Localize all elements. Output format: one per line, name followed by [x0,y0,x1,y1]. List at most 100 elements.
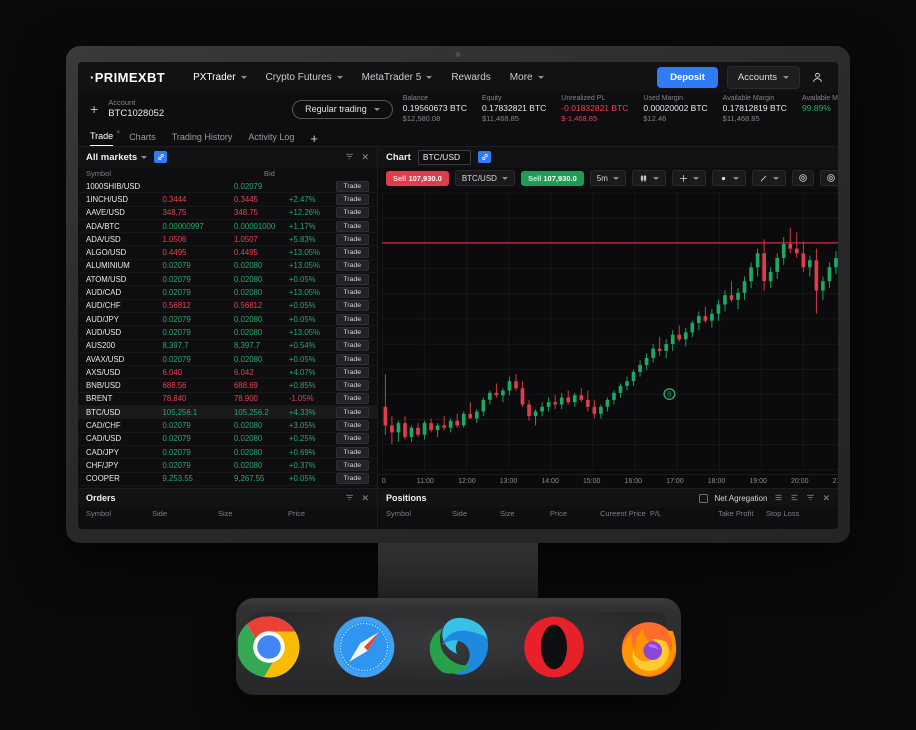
market-row[interactable]: AXS/USD 6.040 6.042 +4.07% Trade [78,366,377,380]
market-trade-button[interactable]: Trade [335,433,370,445]
market-row[interactable]: CAD/JPY 0.02079 0.02080 +0.69% Trade [78,446,377,460]
tab-charts[interactable]: Charts [129,132,156,146]
opera-icon[interactable] [523,616,585,678]
firefox-icon[interactable] [618,616,680,678]
user-profile-icon[interactable] [809,69,826,86]
market-trade-button[interactable]: Trade [335,473,370,485]
market-row[interactable]: AUD/JPY 0.02079 0.02080 +0.05% Trade [78,313,377,327]
close-icon[interactable]: ✕ [361,151,369,162]
market-row[interactable]: CAD/USD 0.02079 0.02080 +0.25% Trade [78,433,377,446]
chart-symbol-select[interactable]: BTC/USD [454,170,515,186]
market-row[interactable]: AUD/CAD 0.02079 0.02080 +13.05% Trade [78,286,377,300]
market-trade-button[interactable]: Trade [335,459,370,471]
candlestick-chart[interactable]: B [378,189,838,474]
sell-button-red[interactable]: Sell 107,930.0 [386,170,449,186]
time-tick-label: 0 [381,478,386,485]
account-info[interactable]: Account BTC1028052 [108,98,164,119]
market-trade-button[interactable]: Trade [335,313,370,325]
market-trade-button[interactable]: Trade [335,366,370,378]
market-row[interactable]: AUD/USD 0.02079 0.02080 +13.05% Trade [78,326,377,340]
market-row[interactable]: ADA/BTC 0.00000997 0.00001000 +1.17% Trade [78,220,377,234]
market-row[interactable]: ALGO/USD 0.4495 0.4495 +13.05% Trade [78,246,377,260]
market-row[interactable]: BNB/USD 688.56 688.69 +0.85% Trade [78,379,377,393]
market-trade-button[interactable]: Trade [335,233,370,245]
compact-view-icon[interactable] [790,493,799,504]
close-icon[interactable]: ✕ [822,492,830,503]
market-trade-button[interactable]: Trade [335,393,370,405]
market-trade-button[interactable]: Trade [335,326,370,338]
positions-col-pl: P/L [650,509,662,518]
market-trade-button[interactable]: Trade [335,180,370,192]
trading-mode-dropdown[interactable]: Regular trading [292,99,393,119]
chart-type-select[interactable] [631,170,666,186]
brand-logo[interactable]: ·PRIMEXBT [90,69,166,85]
market-trade-button[interactable]: Trade [335,287,370,299]
market-trade-button[interactable]: Trade [335,353,370,365]
market-row[interactable]: 1000SHIB/USD 0.02079 Trade [78,180,377,194]
link-icon[interactable] [478,151,492,163]
stat-used-margin: Used Margin 0.00020002 BTC $12.46 [643,94,707,124]
main-nav: PXTrader Crypto Futures MetaTrader 5 [193,72,544,83]
market-row[interactable]: BTC/USD 105,256.1 105,256.2 +4.33% Trade [78,406,377,420]
markets-list[interactable]: 1000SHIB/USD 0.02079 Trade 1INCH/USD 0.3444 0… [78,180,377,488]
market-row[interactable]: COOPER 9,253.55 9,267.55 +0.05% Trade [78,473,377,486]
market-row[interactable]: CHF/JPY 0.02079 0.02080 +0.37% Trade [78,459,377,473]
markets-filter-dropdown[interactable]: All markets [86,152,148,163]
market-row[interactable]: AAVE/USD 348.75 348.75 +12.26% Trade [78,207,377,220]
market-trade-button[interactable]: Trade [335,406,370,418]
add-tab-button[interactable]: + [310,131,319,146]
market-trade-button[interactable]: Trade [335,446,370,458]
market-row[interactable]: BRENT 78.840 78.900 -1.05% Trade [78,393,377,407]
market-trade-button[interactable]: Trade [335,340,370,352]
chart-settings-button[interactable] [791,170,814,186]
market-row[interactable]: ADA/USD 1.0506 1.0507 +5.83% Trade [78,233,377,247]
add-account-button[interactable]: + [90,101,99,117]
link-icon[interactable] [154,151,168,163]
tab-trade[interactable]: Trade × [90,129,120,146]
sell-button-green[interactable]: Sell 107,930.0 [520,170,584,186]
market-row[interactable]: AVAX/USD 0.02079 0.02080 +0.05% Trade [78,353,377,367]
market-row[interactable]: CAD/CHF 0.02079 0.02080 +3.05% Trade [78,419,377,433]
close-icon[interactable]: ✕ [361,492,369,503]
market-row[interactable]: AUS200 8,397.7 8,397.7 +0.54% Trade [78,340,377,353]
nav-item-crypto-futures[interactable]: Crypto Futures [266,72,343,83]
timeframe-select[interactable]: 5m [589,170,626,186]
net-aggregation-checkbox[interactable] [698,493,708,503]
market-row[interactable]: AUD/CHF 0.56812 0.56812 +0.05% Trade [78,300,377,313]
market-trade-button[interactable]: Trade [335,380,370,392]
market-ask: 0.4495 [162,248,187,258]
market-symbol: AXS/USD [86,367,121,377]
list-view-icon[interactable] [774,493,783,504]
market-trade-button[interactable]: Trade [335,260,370,272]
market-row[interactable]: 1INCH/USD 0.3444 0.3445 +2.47% Trade [78,193,377,207]
indicator-select[interactable] [711,170,746,186]
chart-symbol-input[interactable]: BTC/USD [417,149,472,165]
deposit-button[interactable]: Deposit [657,66,718,88]
market-trade-button[interactable]: Trade [335,220,370,232]
crosshair-select[interactable] [671,170,706,186]
market-trade-button[interactable]: Trade [335,247,370,259]
chart-options-button[interactable] [819,170,838,186]
nav-item-pxtrader[interactable]: PXTrader [193,72,247,83]
filter-icon[interactable] [806,493,815,504]
market-trade-button[interactable]: Trade [335,273,370,285]
market-row[interactable]: ALUMINIUM 0.02079 0.02080 +13.05% Trade [78,260,377,274]
edge-icon[interactable] [428,616,490,678]
market-trade-button[interactable]: Trade [335,419,370,431]
tab-activity-log[interactable]: Activity Log [248,132,294,146]
market-trade-button[interactable]: Trade [335,300,370,312]
filter-icon[interactable] [345,493,354,504]
nav-item-metatrader5[interactable]: MetaTrader 5 [362,72,433,83]
accounts-button[interactable]: Accounts [726,65,800,89]
nav-item-rewards[interactable]: Rewards [451,72,490,83]
nav-item-more[interactable]: More [510,72,544,83]
safari-icon[interactable] [333,616,395,678]
chrome-icon[interactable] [236,616,300,678]
tab-trading-history[interactable]: Trading History [172,132,233,146]
market-row[interactable]: ATOM/USD 0.02079 0.02080 +0.05% Trade [78,273,377,287]
drawing-tool-select[interactable] [751,170,786,186]
filter-icon[interactable] [345,152,354,163]
market-trade-button[interactable]: Trade [335,207,370,219]
close-icon[interactable]: × [116,129,121,136]
market-trade-button[interactable]: Trade [335,193,370,205]
